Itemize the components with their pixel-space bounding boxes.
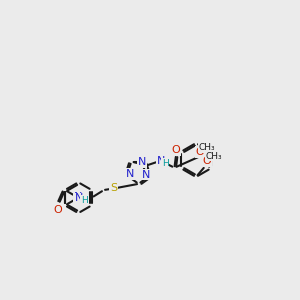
Text: H: H xyxy=(162,159,169,168)
Text: O: O xyxy=(196,147,204,157)
Text: O: O xyxy=(202,156,211,166)
Text: N: N xyxy=(74,192,82,202)
Text: H: H xyxy=(81,196,88,205)
Text: N: N xyxy=(142,169,151,180)
Text: O: O xyxy=(54,205,62,215)
Text: N: N xyxy=(156,156,165,166)
Text: N: N xyxy=(75,194,83,203)
Text: O: O xyxy=(172,145,180,155)
Text: N: N xyxy=(138,157,146,167)
Text: S: S xyxy=(110,184,118,194)
Text: N: N xyxy=(126,169,134,179)
Text: CH₃: CH₃ xyxy=(199,143,215,152)
Text: CH₃: CH₃ xyxy=(206,152,222,161)
